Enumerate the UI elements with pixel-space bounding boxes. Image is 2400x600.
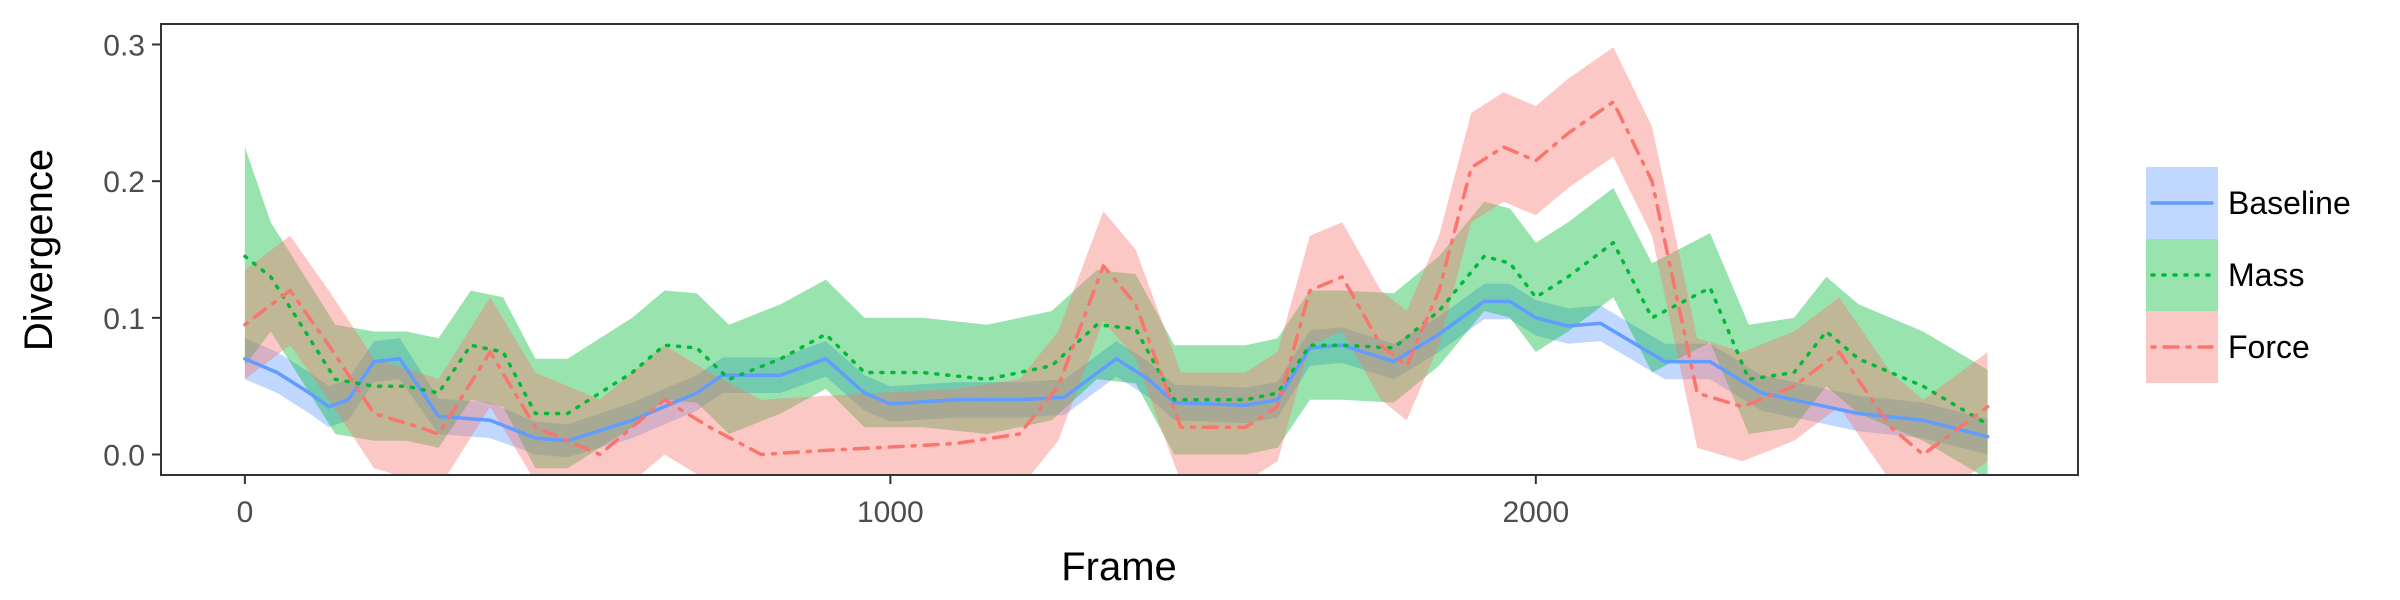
plot-border: [160, 23, 2079, 476]
line-force: [243, 100, 1990, 457]
y-tick-label: 0.3: [103, 30, 145, 63]
y-tick-label: 0.1: [103, 303, 145, 336]
series-lines: [243, 100, 1990, 457]
y-tick-label: 0.2: [103, 166, 145, 199]
x-tick-label: 0: [237, 496, 254, 529]
line-mass: [243, 240, 1990, 427]
confidence-bands: [244, 47, 1988, 475]
x-axis-title: Frame: [1061, 545, 1177, 589]
y-tick-label: 0.0: [103, 440, 145, 473]
y-axis-title: Divergence: [17, 149, 61, 351]
band-force: [244, 47, 1988, 475]
x-tick-label: 1000: [857, 496, 924, 529]
y-axis: 0.0 0.1 0.2 0.3: [103, 30, 161, 473]
legend-label-mass: Mass: [2228, 257, 2304, 293]
band-baseline: [244, 283, 1988, 458]
legend-label-force: Force: [2228, 329, 2310, 365]
line-baseline: [243, 299, 1990, 443]
x-tick-label: 2000: [1502, 496, 1569, 529]
x-axis: 0 1000 2000: [237, 475, 1569, 529]
legend-label-baseline: Baseline: [2228, 185, 2351, 221]
legend: Baseline Mass Force: [2146, 167, 2351, 383]
band-mass: [244, 147, 1988, 475]
